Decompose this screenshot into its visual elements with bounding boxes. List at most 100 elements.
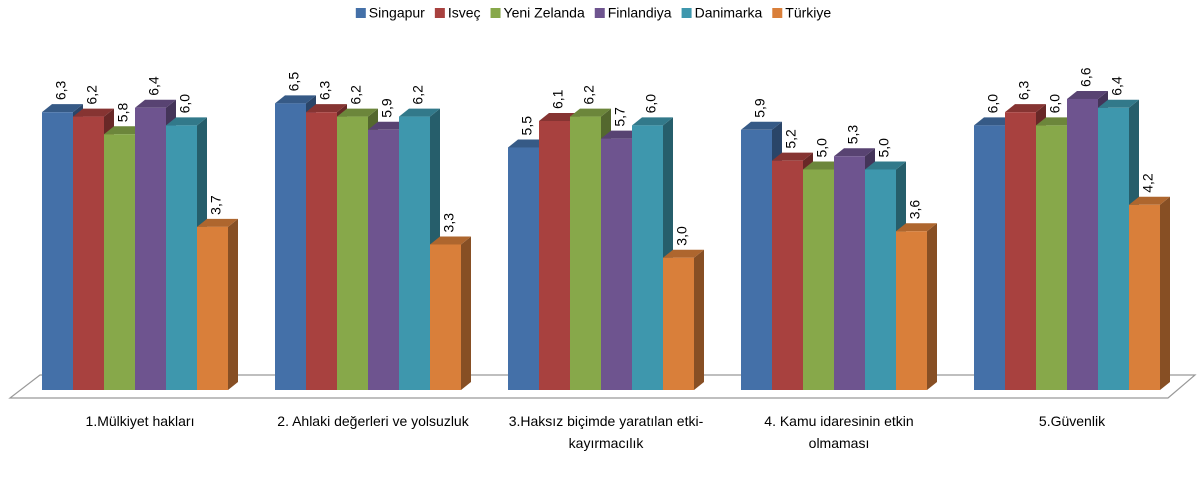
data-label: 6,2: [581, 85, 597, 105]
legend-item: Danimarka: [681, 5, 763, 21]
x-tick-label: 4. Kamu idaresinin etkin olmaması: [764, 413, 914, 451]
data-label: 6,4: [146, 76, 162, 96]
bar-front: [663, 257, 694, 390]
data-label: 6,2: [348, 85, 364, 105]
data-label: 6,4: [1109, 76, 1125, 96]
data-label: 6,0: [985, 94, 1001, 114]
bar-front: [570, 116, 601, 390]
legend-item: Yeni Zelanda: [490, 5, 585, 21]
bar-top: [275, 95, 316, 104]
bar-front: [42, 112, 73, 391]
bar-front: [1098, 107, 1129, 390]
legend-label: Türkiye: [785, 5, 831, 21]
legend-item: Singapur: [355, 5, 425, 21]
legend-swatch: [355, 8, 366, 18]
x-tick-label: 1.Mülkiyet hakları: [85, 413, 195, 429]
bar-top: [741, 121, 782, 130]
data-label: 5,5: [519, 116, 535, 136]
bar-front: [135, 107, 166, 390]
bar-front: [368, 129, 399, 390]
bar-top: [803, 161, 844, 170]
bar-top: [632, 117, 673, 126]
bar-side: [927, 223, 937, 390]
bar-front: [104, 134, 135, 390]
bar-front: [632, 125, 663, 391]
bar-side: [228, 218, 238, 390]
bar-front: [741, 129, 772, 390]
bar-front: [306, 112, 337, 391]
bar: [430, 236, 471, 390]
bar-front: [1067, 98, 1098, 390]
bar-front: [399, 116, 430, 390]
legend-item: Isveç: [434, 5, 481, 21]
bar: [663, 249, 704, 390]
data-label: 6,3: [1016, 80, 1032, 100]
bar-front: [73, 116, 104, 390]
data-label: 3,6: [907, 200, 923, 220]
bar-top: [1005, 104, 1046, 113]
bar-front: [275, 103, 306, 390]
bar-top: [508, 139, 549, 148]
bar-front: [508, 147, 539, 390]
data-label: 5,0: [814, 138, 830, 158]
bar-top: [865, 161, 906, 170]
bar-front: [601, 138, 632, 390]
data-label: 3,3: [441, 213, 457, 233]
bar-top: [166, 117, 207, 126]
bar-front: [337, 116, 368, 390]
bar-top: [896, 223, 937, 232]
data-label: 6,1: [550, 89, 566, 109]
bar-top: [430, 236, 471, 245]
bar-top: [601, 130, 642, 139]
data-label: 6,2: [410, 85, 426, 105]
legend-item: Finlandiya: [594, 5, 672, 21]
legend-swatch: [434, 8, 445, 18]
bar-front: [430, 244, 461, 390]
bar-top: [399, 108, 440, 117]
bar-top: [663, 249, 704, 258]
bar: [197, 218, 238, 390]
x-tick-label: 2. Ahlaki değerleri ve yolsuzluk: [277, 413, 469, 429]
data-label: 5,0: [876, 138, 892, 158]
data-label: 5,3: [845, 125, 861, 145]
bar-top: [337, 108, 378, 117]
legend-swatch: [772, 8, 783, 18]
bar-front: [865, 169, 896, 390]
data-label: 6,3: [53, 80, 69, 100]
bar: [1036, 117, 1077, 391]
data-label: 5,9: [379, 98, 395, 118]
bar-top: [1036, 117, 1077, 126]
bar-top: [197, 218, 238, 227]
bar-front: [539, 120, 570, 391]
bar: [896, 223, 937, 390]
bar: [368, 121, 409, 390]
data-label: 6,2: [84, 85, 100, 105]
data-label: 4,2: [1140, 173, 1156, 193]
data-label: 3,7: [208, 195, 224, 215]
bar-front: [803, 169, 834, 390]
legend-swatch: [594, 8, 605, 18]
bar-top: [1129, 196, 1170, 205]
bar-front: [834, 156, 865, 390]
bar-top: [306, 104, 347, 113]
data-label: 6,5: [286, 72, 302, 92]
x-tick-label: 3.Haksız biçimde yaratılan etki-kayırmac…: [508, 413, 704, 451]
bar-top: [135, 99, 176, 108]
bar-front: [772, 160, 803, 390]
legend-label: Isveç: [448, 5, 481, 21]
bar-top: [974, 117, 1015, 126]
legend-item: Türkiye: [772, 5, 831, 21]
bar-top: [73, 108, 114, 117]
bar-front: [1005, 112, 1036, 391]
bar-top: [834, 148, 875, 157]
data-label: 6,6: [1078, 67, 1094, 87]
legend-label: Singapur: [369, 5, 425, 21]
bar-top: [1067, 90, 1108, 99]
bar-front: [166, 125, 197, 391]
data-label: 6,0: [177, 94, 193, 114]
legend-label: Danimarka: [695, 5, 763, 21]
bar-side: [694, 249, 704, 390]
data-label: 6,0: [643, 94, 659, 114]
